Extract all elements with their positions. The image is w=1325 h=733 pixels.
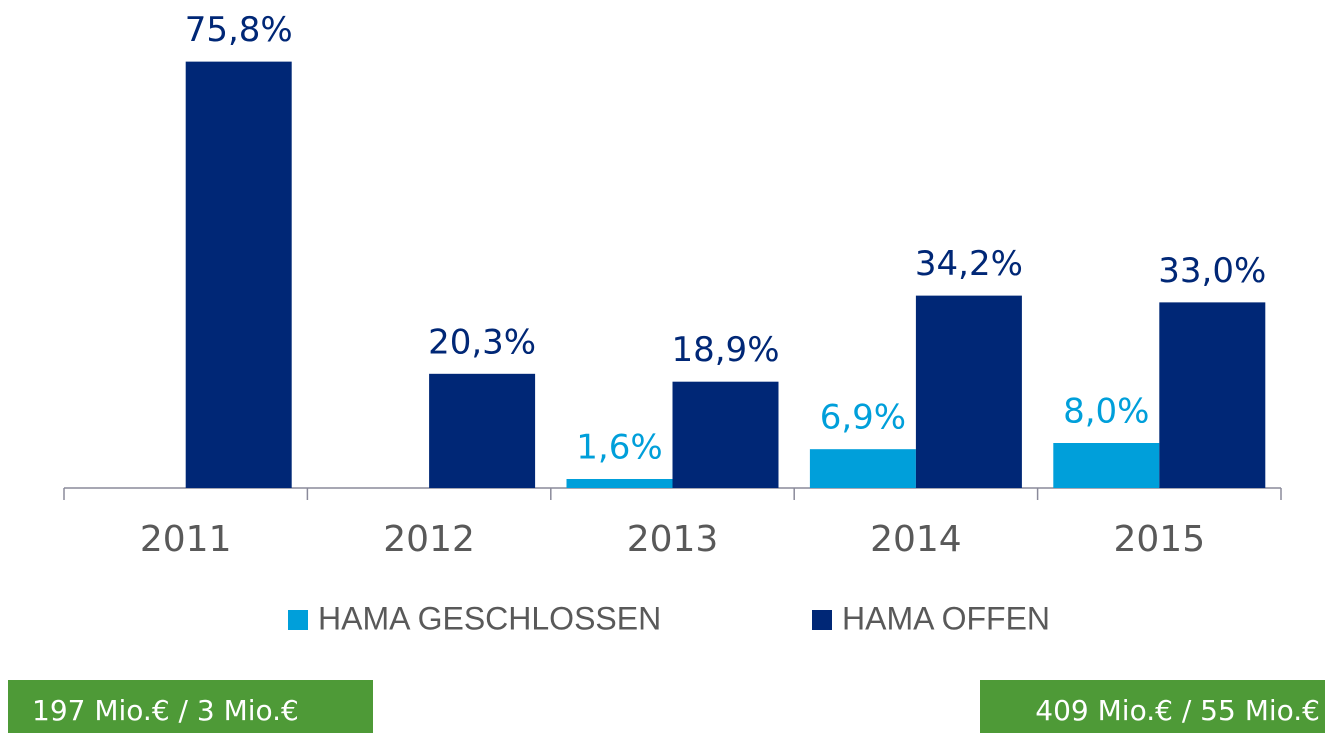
x-tick-label: 2014 xyxy=(870,519,962,560)
x-tick-label: 2015 xyxy=(1113,519,1205,560)
value-label: 18,9% xyxy=(671,330,779,370)
legend-label: HAMA GESCHLOSSEN xyxy=(318,600,661,636)
bar xyxy=(185,61,292,488)
bar xyxy=(429,373,536,488)
value-label: 33,0% xyxy=(1158,251,1266,291)
annotation-box xyxy=(980,680,1325,733)
value-label: 6,9% xyxy=(820,398,906,438)
bar xyxy=(1159,302,1266,488)
annotation: 409 Mio.€ / 55 Mio.€ xyxy=(1035,694,1320,727)
bar xyxy=(672,381,779,488)
legend-swatch xyxy=(812,610,832,630)
bar xyxy=(566,479,673,488)
bar xyxy=(915,295,1022,488)
x-tick-label: 2011 xyxy=(140,519,232,560)
x-tick-label: 2013 xyxy=(627,519,719,560)
value-label: 34,2% xyxy=(915,244,1023,284)
legend-label: HAMA OFFEN xyxy=(842,600,1050,636)
bar xyxy=(809,449,916,488)
value-label: 8,0% xyxy=(1063,392,1149,432)
annotation: 197 Mio.€ / 3 Mio.€ xyxy=(32,694,299,727)
x-tick-label: 2012 xyxy=(383,519,475,560)
bar xyxy=(1053,443,1160,488)
legend-swatch xyxy=(288,610,308,630)
annotation-box xyxy=(8,680,373,733)
value-label: 75,8% xyxy=(185,10,293,50)
value-label: 20,3% xyxy=(428,322,536,362)
value-label: 1,6% xyxy=(576,428,662,468)
